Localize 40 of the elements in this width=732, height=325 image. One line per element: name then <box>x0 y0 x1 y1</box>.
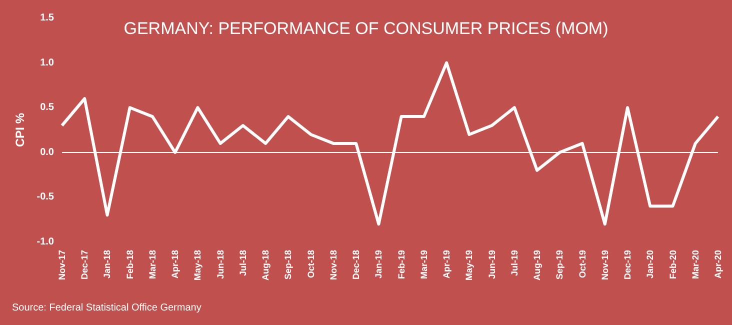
chart-title: GERMANY: PERFORMANCE OF CONSUMER PRICES (MOM) <box>124 19 608 38</box>
x-tick-label: Feb-18 <box>124 250 135 280</box>
x-tick-label: Dec-17 <box>80 250 90 280</box>
y-tick-label: 1.0 <box>40 57 54 68</box>
y-tick-label: 0.5 <box>40 102 54 114</box>
x-tick-label: Jul-19 <box>509 250 520 276</box>
x-tick-label: Aug-19 <box>532 250 542 281</box>
y-tick-label: -1.0 <box>36 236 54 248</box>
source-note: Source: Federal Statistical Office Germany <box>12 302 202 314</box>
x-tick-label: Jan-20 <box>645 250 656 279</box>
x-tick-label: Mar-18 <box>147 250 158 280</box>
x-tick-label: May-18 <box>192 250 203 281</box>
x-tick-label: Jun-18 <box>215 250 226 280</box>
x-tick-label: May-19 <box>464 250 474 281</box>
x-tick-label: Apr-20 <box>713 250 723 279</box>
x-tick-label: Oct-19 <box>577 250 588 278</box>
x-tick-label: Apr-18 <box>170 250 180 279</box>
x-tick-label: Jan-18 <box>102 250 112 279</box>
x-tick-label: Jun-19 <box>486 250 497 280</box>
x-tick-label: Dec-18 <box>351 250 362 280</box>
x-tick-label: Feb-19 <box>396 250 406 280</box>
x-tick-label: Nov-17 <box>57 250 67 280</box>
y-tick-label: 0.0 <box>40 146 54 158</box>
x-tick-label: Dec-19 <box>622 250 633 280</box>
x-tick-label: Sep-18 <box>283 250 294 280</box>
x-tick-label: Mar-19 <box>418 250 429 280</box>
x-tick-label: Mar-20 <box>690 250 700 280</box>
y-tick-label: 1.5 <box>40 12 54 24</box>
x-tick-label: Aug-18 <box>260 250 271 281</box>
y-tick-label: -0.5 <box>36 192 54 203</box>
x-tick-label: Oct-18 <box>306 250 316 278</box>
x-tick-label: Feb-20 <box>668 250 678 280</box>
x-tick-label: Jan-19 <box>374 250 384 279</box>
x-tick-label: Nov-18 <box>328 250 338 280</box>
y-axis-title: CPI % <box>12 112 27 148</box>
x-tick-label: Jul-18 <box>238 250 248 276</box>
line-series <box>60 61 720 226</box>
x-tick-label: Sep-19 <box>554 250 565 280</box>
x-tick-label: Nov-19 <box>600 250 610 280</box>
x-tick-label: Apr-19 <box>442 250 452 279</box>
